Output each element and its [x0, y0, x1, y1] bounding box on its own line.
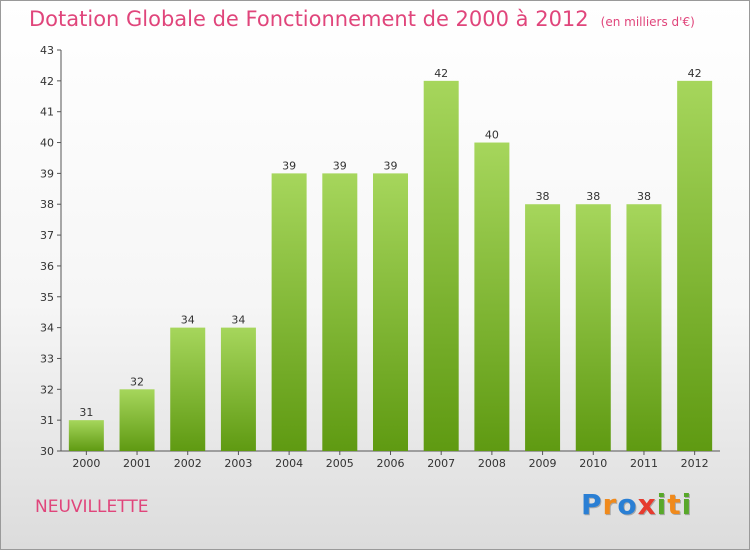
- data-label: 38: [637, 190, 651, 203]
- data-label: 34: [181, 314, 195, 327]
- data-label: 39: [384, 159, 398, 172]
- chart-units: (en milliers d'€): [600, 15, 695, 29]
- bar: [271, 173, 307, 451]
- x-tick-label: 2007: [427, 457, 455, 470]
- bar: [677, 80, 713, 451]
- bar: [119, 389, 155, 451]
- y-tick-label: 42: [40, 75, 54, 88]
- data-label: 32: [130, 375, 144, 388]
- bar: [322, 173, 358, 451]
- y-tick-label: 33: [40, 352, 54, 365]
- town-name: NEUVILLETTE: [35, 497, 149, 517]
- x-tick-label: 2003: [224, 457, 252, 470]
- bar: [474, 142, 510, 452]
- y-tick-label: 43: [40, 44, 54, 57]
- chart-labels: 2000 31 2001 32 2002 34 2003 34 2004 39 2005 39 2006…: [72, 67, 708, 470]
- x-tick-label: 2004: [275, 457, 303, 470]
- y-tick-label: 36: [40, 260, 54, 273]
- y-tick-label: 41: [40, 106, 54, 119]
- y-tick-label: 38: [40, 198, 54, 211]
- logo-letter: i: [681, 488, 693, 521]
- y-tick-label: 37: [40, 229, 54, 242]
- data-label: 38: [536, 190, 550, 203]
- bar: [220, 327, 256, 451]
- y-tick-label: 35: [40, 291, 54, 304]
- bar: [626, 204, 662, 451]
- chart-bars: [68, 80, 713, 452]
- chart-axes: 30 31 32 33 34 35 36 37 38 39 40 41 42 43: [40, 44, 720, 458]
- x-tick-label: 2006: [377, 457, 405, 470]
- y-tick-label: 40: [40, 137, 54, 150]
- x-tick-label: 2009: [529, 457, 557, 470]
- bar: [525, 204, 561, 451]
- chart-title: Dotation Globale de Fonctionnement de 20…: [29, 7, 695, 31]
- chart-title-text: Dotation Globale de Fonctionnement de 20…: [29, 7, 589, 31]
- y-tick-label: 34: [40, 322, 54, 335]
- x-tick-label: 2008: [478, 457, 506, 470]
- bar: [575, 204, 611, 451]
- proxiti-logo: Proxiti: [581, 488, 692, 521]
- x-tick-label: 2002: [174, 457, 202, 470]
- x-tick-label: 2000: [72, 457, 100, 470]
- y-tick-label: 32: [40, 383, 54, 396]
- y-tick-label: 30: [40, 445, 54, 458]
- x-tick-label: 2010: [579, 457, 607, 470]
- logo-letter: t: [667, 488, 682, 521]
- y-tick-label: 39: [40, 167, 54, 180]
- bar: [423, 80, 459, 451]
- bar: [170, 327, 206, 451]
- logo-letter: r: [602, 488, 618, 521]
- data-label: 38: [586, 190, 600, 203]
- data-label: 42: [688, 67, 702, 80]
- data-label: 34: [231, 314, 245, 327]
- x-tick-label: 2011: [630, 457, 658, 470]
- logo-letter: P: [581, 488, 603, 521]
- x-tick-label: 2005: [326, 457, 354, 470]
- data-label: 40: [485, 129, 499, 142]
- logo-letter: o: [617, 488, 638, 521]
- logo-letter: x: [637, 488, 657, 521]
- data-label: 39: [333, 159, 347, 172]
- x-tick-label: 2001: [123, 457, 151, 470]
- logo-letter: i: [656, 488, 668, 521]
- x-tick-label: 2012: [681, 457, 709, 470]
- y-tick-label: 31: [40, 414, 54, 427]
- bar: [373, 173, 408, 451]
- data-label: 42: [434, 67, 448, 80]
- data-label: 31: [79, 406, 93, 419]
- bar: [68, 420, 104, 451]
- data-label: 39: [282, 159, 296, 172]
